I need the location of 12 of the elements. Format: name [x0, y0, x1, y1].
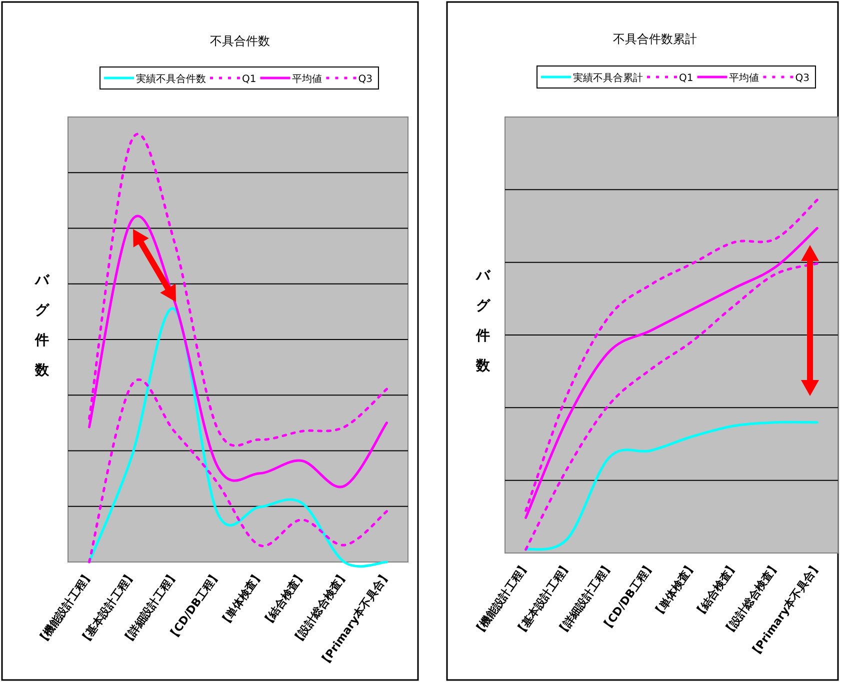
legend-label: 実績不具合件数	[136, 73, 206, 85]
legend-label: Q3	[358, 74, 372, 85]
legend-label: 平均値	[729, 72, 760, 84]
y-axis-title: バグ件数	[34, 272, 50, 378]
legend-label: Q1	[242, 74, 256, 85]
legend-label: 実績不具合累計	[573, 72, 643, 84]
legend-label: Q3	[795, 73, 810, 84]
legend-label: 平均値	[292, 73, 322, 85]
legend-label: Q1	[679, 73, 694, 84]
y-axis-title: バグ件数	[475, 268, 491, 374]
chart-title: 不具合件数	[210, 34, 270, 48]
chart-title: 不具合件数累計	[613, 32, 697, 46]
